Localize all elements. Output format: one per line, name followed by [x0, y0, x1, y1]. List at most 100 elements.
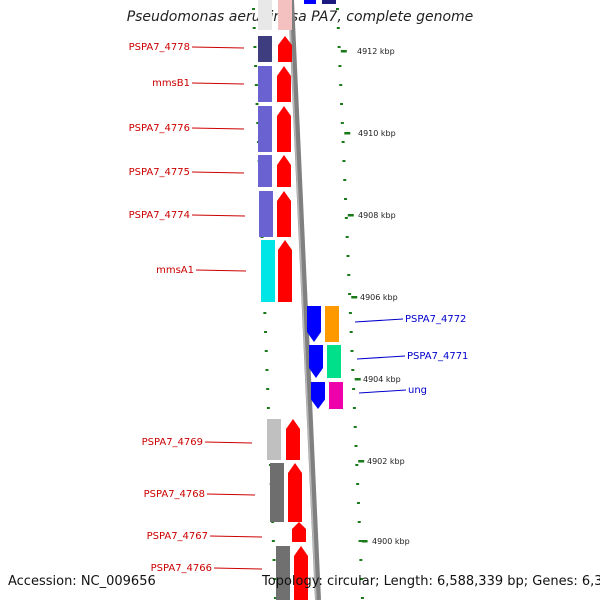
gene-label: mmsA1: [156, 265, 194, 276]
outer-tick: [336, 8, 339, 10]
gene-label: PSPA7_4766: [151, 563, 212, 574]
gene-label: ung: [408, 385, 427, 396]
backbone-highlight: [288, 0, 317, 600]
reverse-gene-arrow: [311, 382, 325, 409]
scale-label: 4906 kbp: [360, 293, 398, 302]
cog-box: [259, 191, 273, 237]
outer-tick: [340, 103, 344, 105]
reverse-gene-arrow: [307, 306, 321, 342]
gene-label: PSPA7_4769: [142, 437, 203, 448]
label-line: [213, 567, 263, 570]
major-tick: [347, 214, 354, 217]
label-line: [206, 493, 256, 496]
cog-box: [276, 546, 290, 600]
scale-label: 4908 kbp: [358, 211, 396, 220]
cog-box: [267, 419, 281, 460]
scale-label: 4910 kbp: [358, 129, 396, 138]
major-tick: [361, 540, 368, 543]
reverse-gene-arrow: [309, 345, 323, 378]
reverse-gene-arrow: [304, 0, 316, 4]
label-line: [358, 389, 407, 394]
inner-tick: [256, 122, 260, 124]
inner-tick: [255, 103, 259, 105]
outer-tick: [349, 331, 353, 333]
outer-tick: [360, 578, 364, 580]
outer-tick: [347, 274, 351, 276]
outer-tick: [357, 521, 361, 523]
cog-box: [258, 155, 272, 187]
major-tick: [340, 50, 347, 53]
outer-tick: [355, 464, 359, 466]
inner-tick: [254, 84, 258, 86]
cog-box: [258, 106, 272, 152]
scale-labels: 4912 kbp 4910 kbp 4908 kbp 4906 kbp 4904 kbp…: [357, 47, 410, 546]
scale-label: 4912 kbp: [357, 47, 395, 56]
cog-box: [322, 0, 336, 4]
scale-label: 4904 kbp: [363, 375, 401, 384]
outer-tick: [359, 559, 363, 561]
forward-gene-arrow: [277, 106, 291, 152]
outer-tick: [337, 46, 341, 48]
label-line: [354, 318, 404, 323]
outer-tick: [358, 540, 362, 542]
label-line: [191, 214, 246, 217]
inner-tick: [273, 597, 277, 599]
label-line: [191, 127, 245, 130]
outer-tick: [351, 369, 355, 371]
cog-box: [270, 463, 284, 522]
outer-tick: [346, 255, 350, 257]
map-title: Pseudomonas aeruginosa PA7, complete gen…: [126, 9, 474, 25]
outer-tick: [353, 426, 357, 428]
scale-label: 4900 kbp: [372, 537, 410, 546]
outer-tick: [352, 388, 356, 390]
cog-box: [258, 36, 272, 62]
outer-tick: [348, 312, 352, 314]
forward-gene-arrow: [277, 191, 291, 237]
outer-tick: [344, 198, 348, 200]
label-line: [356, 355, 406, 360]
cog-box: [329, 382, 343, 409]
inner-tick: [272, 559, 276, 561]
label-line: [209, 535, 263, 538]
outer-tick: [354, 445, 358, 447]
outer-tick: [352, 407, 356, 409]
gene-label: PSPA7_4774: [129, 210, 190, 221]
gene-label: PSPA7_4771: [407, 351, 468, 362]
cog-box: [258, 0, 272, 30]
forward-gene-arrow: [292, 522, 306, 542]
inner-tick: [253, 46, 257, 48]
forward-gene-arrow: [278, 0, 292, 30]
outer-tick: [348, 293, 352, 295]
inner-tick: [252, 8, 255, 10]
forward-gene-arrow: [278, 36, 292, 62]
label-line: [191, 82, 245, 85]
forward-gene-arrow: [294, 546, 308, 600]
label-line: [204, 441, 253, 444]
gene-features: [258, 0, 343, 600]
forward-gene-arrow: [277, 66, 291, 102]
outer-tick: [341, 141, 345, 143]
forward-gene-arrow: [288, 463, 302, 522]
inner-tick: [263, 312, 267, 314]
cog-box: [258, 66, 272, 102]
outer-tick: [339, 84, 343, 86]
major-tick: [354, 378, 361, 381]
gene-label: PSPA7_4767: [147, 531, 208, 542]
cog-box: [327, 345, 341, 378]
inner-tick: [264, 331, 268, 333]
inner-tick: [252, 27, 256, 29]
inner-tick: [271, 540, 275, 542]
cog-box: [261, 240, 275, 302]
major-tick: [344, 132, 351, 135]
label-line: [191, 46, 245, 49]
backbone: [288, 0, 321, 600]
inner-tick: [264, 350, 268, 352]
outer-tick: [343, 179, 347, 181]
outer-tick: [342, 160, 346, 162]
gene-label: PSPA7_4776: [129, 123, 190, 134]
major-tick: [358, 460, 365, 463]
gene-labels: PSPA7_4778 mmsB1 PSPA7_4776 PSPA7_4775 PSPA7…: [129, 42, 469, 574]
gene-label: PSPA7_4778: [129, 42, 190, 53]
inner-tick: [273, 578, 277, 580]
